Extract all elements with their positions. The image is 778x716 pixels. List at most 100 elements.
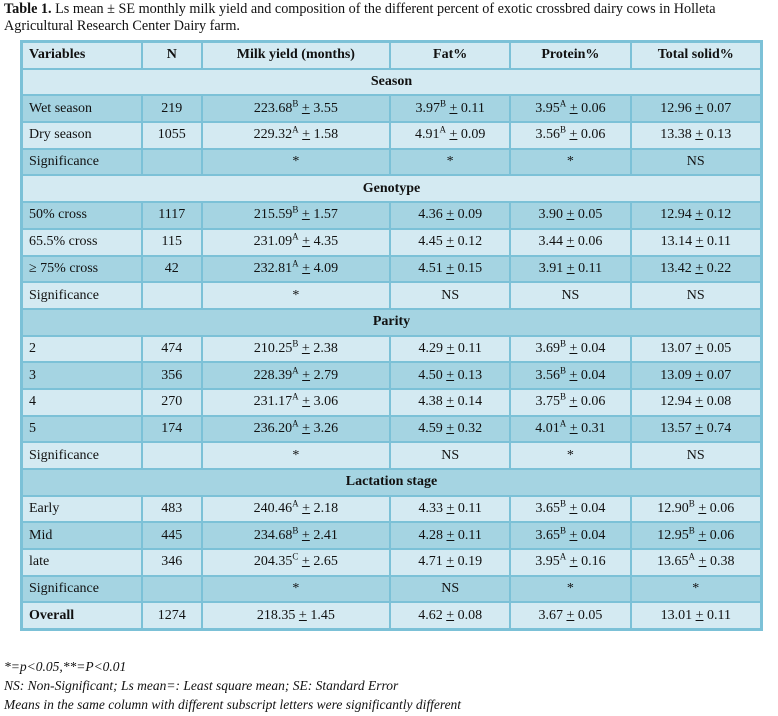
value-cell: 13.65A + 0.38 bbox=[629, 548, 763, 577]
value-cell: 13.42 + 0.22 bbox=[629, 254, 763, 284]
value-cell: 234.68B + 2.41 bbox=[200, 521, 392, 551]
plus-minus-sign: + bbox=[302, 260, 311, 276]
standard-error: 1.58 bbox=[313, 127, 339, 143]
row-n: 474 bbox=[140, 334, 203, 364]
plus-minus-sign: + bbox=[566, 607, 575, 623]
value-cell: 4.91A + 0.09 bbox=[389, 121, 512, 150]
standard-error: 0.19 bbox=[457, 554, 483, 570]
table-row: 65.5% cross 115 231.09A + 4.35 4.45 + 0.12 3… bbox=[20, 227, 763, 257]
standard-error: 0.38 bbox=[709, 554, 735, 570]
mean-value: 4.28 bbox=[418, 527, 443, 543]
significance-row: Significance * NS NS NS bbox=[20, 281, 763, 310]
superscript-letter: B bbox=[688, 525, 695, 536]
value-cell: 3.90 + 0.05 bbox=[509, 201, 632, 230]
superscript-letter: B bbox=[292, 204, 299, 215]
significance-cell: * bbox=[509, 574, 632, 604]
row-n: 1117 bbox=[140, 201, 203, 230]
value-cell: 4.50 + 0.13 bbox=[389, 361, 512, 390]
standard-error: 3.06 bbox=[313, 394, 339, 410]
row-n: 445 bbox=[140, 521, 203, 551]
plus-minus-sign: + bbox=[301, 207, 310, 223]
value-cell: 218.35 + 1.45 bbox=[200, 601, 392, 631]
value-cell: 204.35C + 2.65 bbox=[200, 548, 392, 577]
standard-error: 2.38 bbox=[313, 340, 338, 356]
value-cell: 228.39A + 2.79 bbox=[200, 361, 392, 390]
mean-value: 204.35 bbox=[253, 554, 293, 570]
superscript-letter: B bbox=[559, 124, 566, 135]
standard-error: 0.22 bbox=[706, 260, 732, 276]
row-n bbox=[140, 147, 203, 177]
standard-error: 0.13 bbox=[457, 367, 483, 383]
significance-cell: NS bbox=[629, 147, 763, 177]
significance-cell: * bbox=[200, 281, 392, 310]
mean-value: 13.09 bbox=[660, 367, 692, 383]
plus-minus-sign: + bbox=[446, 607, 455, 623]
value-cell: 4.45 + 0.12 bbox=[389, 227, 512, 257]
row-n bbox=[140, 281, 203, 310]
row-n: 42 bbox=[140, 254, 203, 284]
value-cell: 3.44 + 0.06 bbox=[509, 227, 632, 257]
mean-value: 4.51 bbox=[418, 260, 443, 276]
plus-minus-sign: + bbox=[698, 554, 707, 570]
caption-text: Ls mean ± SE monthly milk yield and comp… bbox=[4, 1, 716, 34]
standard-error: 0.07 bbox=[706, 100, 732, 116]
row-n: 1274 bbox=[140, 601, 203, 631]
mean-value: 229.32 bbox=[253, 127, 293, 143]
plus-minus-sign: + bbox=[446, 420, 455, 436]
standard-error: 0.11 bbox=[706, 234, 731, 250]
plus-minus-sign: + bbox=[698, 501, 707, 517]
plus-minus-sign: + bbox=[569, 367, 578, 383]
caption-label: Table 1. bbox=[4, 1, 52, 17]
value-cell: 3.75B + 0.06 bbox=[509, 387, 632, 417]
standard-error: 0.11 bbox=[706, 607, 731, 623]
section-row: Genotype bbox=[20, 174, 763, 204]
plus-minus-sign: + bbox=[446, 554, 455, 570]
mean-value: 223.68 bbox=[253, 100, 293, 116]
mean-value: 3.75 bbox=[535, 394, 560, 410]
mean-value: 4.59 bbox=[418, 420, 443, 436]
value-cell: 229.32A + 1.58 bbox=[200, 121, 392, 150]
row-n: 219 bbox=[140, 94, 203, 124]
standard-error: 0.31 bbox=[581, 420, 606, 436]
plus-minus-sign: + bbox=[446, 207, 455, 223]
plus-minus-sign: + bbox=[302, 394, 311, 410]
mean-value: 3.56 bbox=[535, 367, 560, 383]
header-total-solid: Total solid% bbox=[629, 40, 763, 70]
value-cell: 13.01 + 0.11 bbox=[629, 601, 763, 631]
plus-minus-sign: + bbox=[695, 607, 704, 623]
section-row: Parity bbox=[20, 307, 763, 337]
mean-value: 12.90 bbox=[657, 501, 689, 517]
standard-error: 0.07 bbox=[706, 367, 732, 383]
mean-value: 3.91 bbox=[538, 260, 564, 276]
plus-minus-sign: + bbox=[446, 340, 455, 356]
row-label: 2 bbox=[20, 334, 143, 364]
overall-row: Overall 1274 218.35 + 1.45 4.62 + 0.08 3.67 … bbox=[20, 601, 763, 631]
standard-error: 0.06 bbox=[709, 501, 735, 517]
row-n: 270 bbox=[140, 387, 203, 417]
row-label: Significance bbox=[20, 574, 143, 604]
plus-minus-sign: + bbox=[302, 127, 311, 143]
row-label: Dry season bbox=[20, 121, 143, 150]
row-n: 346 bbox=[140, 548, 203, 577]
plus-minus-sign: + bbox=[446, 367, 455, 383]
plus-minus-sign: + bbox=[695, 340, 704, 356]
standard-error: 4.09 bbox=[313, 260, 339, 276]
table-caption: Table 1. Ls mean ± SE monthly milk yield… bbox=[4, 1, 776, 35]
mean-value: 3.65 bbox=[535, 501, 560, 517]
superscript-letter: A bbox=[292, 391, 299, 402]
plus-minus-sign: + bbox=[446, 394, 455, 410]
value-cell: 3.95A + 0.16 bbox=[509, 548, 632, 577]
plus-minus-sign: + bbox=[566, 234, 575, 250]
section-row: Lactation stage bbox=[20, 468, 763, 497]
mean-value: 4.50 bbox=[418, 367, 443, 383]
mean-value: 3.44 bbox=[538, 234, 563, 250]
mean-value: 210.25 bbox=[253, 340, 293, 356]
value-cell: 232.81A + 4.09 bbox=[200, 254, 392, 284]
table-row: 4 270 231.17A + 3.06 4.38 + 0.14 3.75B + 0.0… bbox=[20, 387, 763, 417]
plus-minus-sign: + bbox=[569, 554, 578, 570]
mean-value: 3.90 bbox=[538, 207, 563, 223]
plus-minus-sign: + bbox=[695, 234, 704, 250]
row-label: 65.5% cross bbox=[20, 227, 143, 257]
plus-minus-sign: + bbox=[569, 100, 578, 116]
standard-error: 0.06 bbox=[580, 394, 606, 410]
